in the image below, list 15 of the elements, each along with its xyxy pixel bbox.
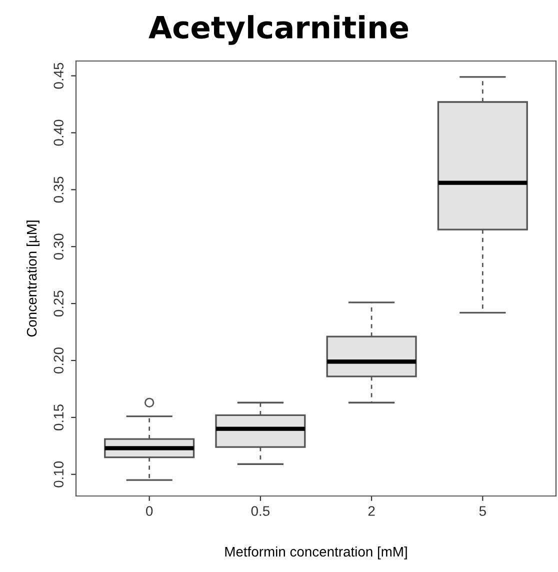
x-tick-label: 0 [146,506,153,516]
y-tick-label: 0.10 [54,461,64,488]
y-tick-label: 0.35 [54,176,64,203]
x-tick-label: 5 [479,506,486,516]
y-tick-label: 0.15 [54,404,64,430]
y-axis-title: Concentration [µM] [26,220,40,337]
y-tick-label: 0.40 [54,120,64,146]
y-tick-label: 0.25 [54,290,64,317]
y-tick-label: 0.30 [54,234,64,260]
chart-title: Acetylcarnitine [148,15,408,45]
y-tick-label: 0.20 [54,348,64,374]
x-tick-label: 0.5 [251,506,270,516]
x-axis-title: Metformin concentration [mM] [225,546,407,560]
x-tick-label: 2 [368,506,375,516]
y-tick-label: 0.45 [54,62,64,89]
